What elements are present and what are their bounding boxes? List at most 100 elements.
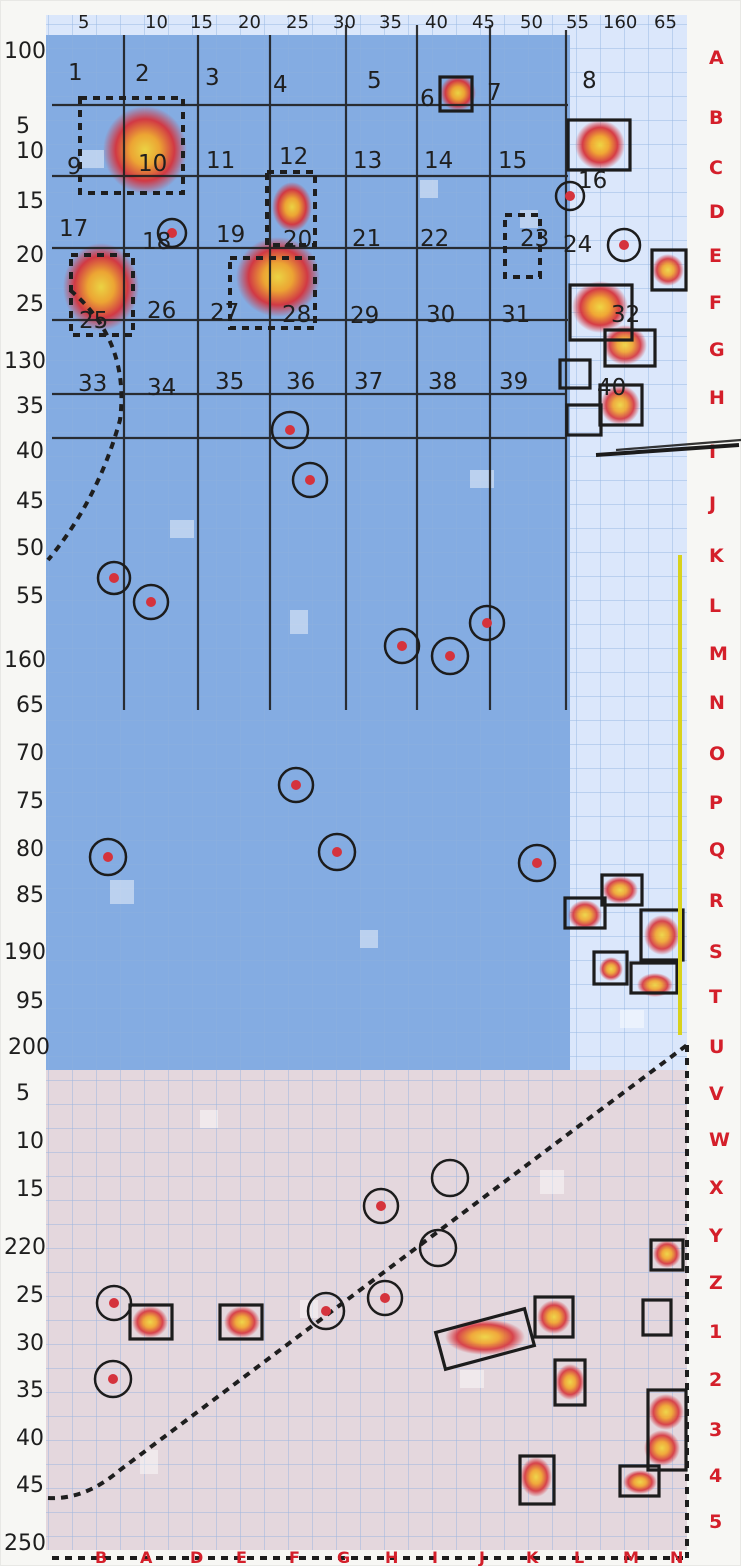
right-label-21: U — [709, 1036, 724, 1058]
bottom-label-9: J — [478, 1548, 485, 1566]
left-label-26: 25 — [16, 1283, 44, 1308]
left-label-4: 15 — [16, 189, 44, 214]
right-label-4: D — [709, 201, 725, 223]
circles — [88, 180, 642, 1399]
top-label-5: 25 — [286, 12, 309, 33]
cell-label-14: 14 — [424, 148, 453, 174]
top-label-9: 45 — [472, 12, 495, 33]
right-label-24: X — [709, 1177, 724, 1199]
right-label-1: A — [709, 47, 724, 69]
top-label-1: 5 — [78, 12, 89, 33]
cell-label-4: 4 — [273, 72, 288, 98]
left-label-9: 40 — [16, 439, 44, 464]
left-label-1: 100 — [4, 39, 46, 64]
ink-gridlines — [52, 25, 741, 710]
cell-label-16: 16 — [578, 168, 607, 194]
right-label-5: E — [709, 245, 722, 267]
right-label-25: Y — [708, 1225, 723, 1247]
top-label-2: 10 — [145, 12, 168, 33]
bottom-axis-labels: B A D E F G H I J K L M N — [95, 1548, 683, 1566]
right-label-17: Q — [709, 839, 725, 861]
cell-label-2: 2 — [135, 61, 150, 87]
annotation-lines — [595, 443, 740, 1035]
cell-label-24: 24 — [563, 232, 592, 258]
bottom-label-8: I — [432, 1548, 438, 1566]
cell-label-6: 6 — [420, 86, 435, 112]
cell-label-40: 40 — [597, 375, 626, 401]
cell-label-15: 15 — [498, 148, 527, 174]
cell-label-29: 29 — [350, 303, 379, 329]
left-label-23: 10 — [16, 1129, 44, 1154]
cell-label-27: 27 — [210, 300, 239, 326]
right-label-11: K — [709, 545, 725, 567]
boxes — [128, 75, 688, 1506]
bottom-label-11: L — [574, 1548, 584, 1566]
bottom-label-4: E — [236, 1548, 247, 1566]
cell-label-35: 35 — [215, 369, 244, 395]
cell-label-18: 18 — [142, 229, 171, 255]
cell-number-labels: 1 2 3 4 5 6 7 8 9 10 11 12 13 14 15 16 1… — [59, 60, 640, 401]
right-label-7: G — [709, 339, 725, 361]
cell-label-33: 33 — [78, 371, 107, 397]
cell-label-32: 32 — [611, 302, 640, 328]
right-label-9: I — [709, 441, 716, 463]
right-label-28: 2 — [709, 1369, 722, 1391]
right-label-6: F — [709, 292, 722, 314]
top-label-10: 50 — [520, 12, 543, 33]
left-label-30: 45 — [16, 1473, 44, 1498]
cell-label-9: 9 — [67, 154, 82, 180]
left-label-13: 160 — [4, 648, 46, 673]
left-label-8: 35 — [16, 394, 44, 419]
top-label-11: 55 — [566, 12, 589, 33]
right-label-23: W — [709, 1129, 730, 1151]
right-label-14: N — [709, 692, 725, 714]
left-axis-labels: 100 5 10 15 20 25 130 35 40 45 50 55 160… — [4, 39, 50, 1556]
left-label-24: 15 — [16, 1177, 44, 1202]
cell-label-19: 19 — [216, 222, 245, 248]
top-label-12: 160 — [603, 12, 637, 33]
top-label-6: 30 — [333, 12, 356, 33]
cell-label-37: 37 — [354, 369, 383, 395]
left-label-2: 5 — [16, 114, 30, 139]
top-label-4: 20 — [238, 12, 261, 33]
cell-label-13: 13 — [353, 148, 382, 174]
cell-label-12: 12 — [279, 144, 308, 170]
top-label-8: 40 — [425, 12, 448, 33]
cell-label-26: 26 — [147, 298, 176, 324]
bottom-label-5: F — [289, 1548, 300, 1566]
dot-markers — [103, 191, 629, 1384]
left-label-25: 220 — [4, 1235, 46, 1260]
left-label-6: 25 — [16, 292, 44, 317]
left-label-28: 35 — [16, 1378, 44, 1403]
right-label-19: S — [709, 941, 723, 963]
bottom-label-3: D — [190, 1548, 203, 1566]
cell-label-22: 22 — [420, 226, 449, 252]
bottom-label-10: K — [526, 1548, 539, 1566]
cell-label-7: 7 — [487, 80, 502, 106]
map-field — [46, 15, 687, 1550]
bottom-label-2: A — [140, 1548, 153, 1566]
right-label-20: T — [709, 986, 722, 1008]
cell-label-36: 36 — [286, 369, 315, 395]
cell-label-23: 23 — [520, 226, 549, 252]
bottom-label-1: B — [95, 1548, 107, 1566]
left-label-17: 80 — [16, 837, 44, 862]
right-label-12: L — [709, 595, 721, 617]
left-label-18: 85 — [16, 883, 44, 908]
cell-label-34: 34 — [147, 375, 176, 401]
left-label-29: 40 — [16, 1426, 44, 1451]
left-label-27: 30 — [16, 1331, 44, 1356]
left-label-20: 95 — [16, 989, 44, 1014]
cell-label-5: 5 — [367, 68, 382, 94]
cell-label-38: 38 — [428, 369, 457, 395]
top-label-7: 35 — [379, 12, 402, 33]
left-label-14: 65 — [16, 693, 44, 718]
left-label-7: 130 — [4, 349, 46, 374]
left-label-19: 190 — [4, 940, 46, 965]
right-label-18: R — [709, 890, 724, 912]
left-label-22: 5 — [16, 1081, 30, 1106]
right-label-8: H — [709, 387, 725, 409]
cell-label-25: 25 — [79, 308, 108, 334]
right-label-15: O — [709, 743, 725, 765]
right-label-26: Z — [709, 1272, 723, 1294]
